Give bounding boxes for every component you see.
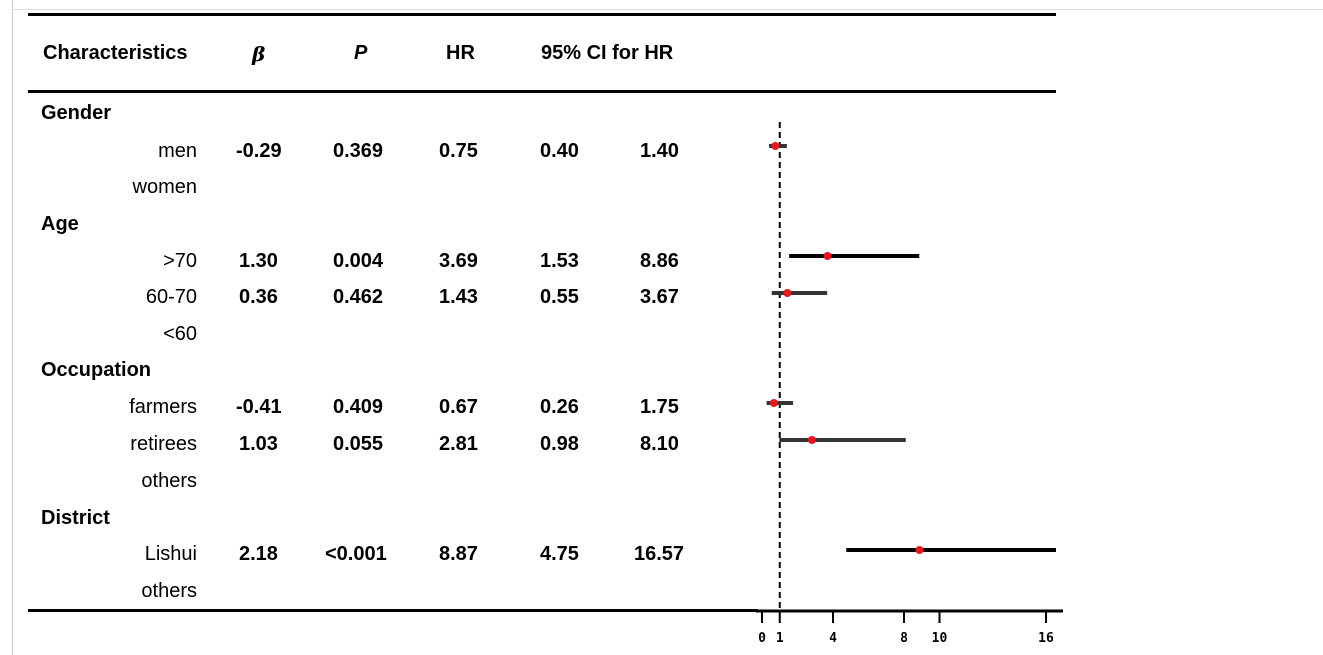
- hr-point: [915, 546, 924, 554]
- cell-p: 0.369: [333, 140, 384, 162]
- hr-point: [783, 289, 792, 297]
- cell-hr: 0.75: [439, 140, 478, 162]
- row-label: <60: [163, 323, 197, 345]
- row-label: retirees: [130, 433, 197, 455]
- cell-p: 0.462: [333, 286, 384, 308]
- cell-p: 0.004: [333, 250, 384, 272]
- cell-ci-low: 4.75: [540, 543, 579, 565]
- row-label: men: [158, 140, 197, 162]
- table-top-rule: [28, 13, 1056, 16]
- cell-p: <0.001: [325, 543, 387, 565]
- cell-beta: 1.30: [239, 250, 278, 272]
- x-tick-label: 0: [758, 631, 766, 646]
- hr-point: [769, 399, 778, 407]
- group-age: Age: [41, 213, 79, 235]
- cell-beta: -0.41: [236, 396, 282, 418]
- hr-point: [771, 142, 780, 150]
- header-characteristics: Characteristics: [43, 42, 188, 64]
- frame-left-border: [12, 0, 13, 655]
- header-ci: 95% CI for HR: [541, 42, 674, 64]
- group-occupation: Occupation: [41, 359, 152, 381]
- header-beta: β: [252, 42, 266, 66]
- row-label: farmers: [129, 396, 197, 418]
- cell-ci-high: 1.75: [640, 396, 679, 418]
- header-p: P: [354, 42, 368, 64]
- cell-beta: 0.36: [239, 286, 278, 308]
- cell-ci-low: 1.53: [540, 250, 579, 272]
- cell-p: 0.055: [333, 433, 384, 455]
- cell-hr: 1.43: [439, 286, 478, 308]
- hr-point: [823, 252, 832, 260]
- cell-p: 0.409: [333, 396, 384, 418]
- cell-ci-high: 8.86: [640, 250, 679, 272]
- header-hr: HR: [446, 42, 475, 64]
- cell-beta: 1.03: [239, 433, 278, 455]
- cell-hr: 3.69: [439, 250, 478, 272]
- cell-beta: 2.18: [239, 543, 278, 565]
- cell-hr: 2.81: [439, 433, 478, 455]
- cell-beta: -0.29: [236, 140, 282, 162]
- x-tick-label: 1: [776, 631, 784, 646]
- table-bottom-rule: [28, 609, 758, 612]
- row-label: 60-70: [145, 286, 197, 308]
- frame-top-border: [12, 9, 1323, 10]
- hr-point: [807, 436, 816, 444]
- x-tick-label: 10: [932, 631, 948, 646]
- cell-ci-low: 0.55: [540, 286, 579, 308]
- row-label: women: [132, 176, 197, 198]
- header-rule: [28, 90, 1056, 93]
- cell-ci-high: 1.40: [640, 140, 679, 162]
- x-tick-label: 4: [829, 631, 837, 646]
- row-label: >70: [163, 250, 197, 272]
- cell-hr: 8.87: [439, 543, 478, 565]
- row-label: others: [141, 580, 197, 602]
- cell-hr: 0.67: [439, 396, 478, 418]
- x-tick-label: 16: [1038, 631, 1054, 646]
- cell-ci-low: 0.98: [540, 433, 579, 455]
- group-gender: Gender: [41, 102, 112, 124]
- cell-ci-high: 3.67: [640, 286, 679, 308]
- group-district: District: [41, 507, 110, 529]
- cell-ci-high: 8.10: [640, 433, 679, 455]
- cell-ci-high: 16.57: [634, 543, 685, 565]
- cell-ci-low: 0.40: [540, 140, 579, 162]
- row-label: Lishui: [144, 543, 197, 565]
- cell-ci-low: 0.26: [540, 396, 579, 418]
- x-tick-label: 8: [900, 631, 908, 646]
- row-label: others: [141, 470, 197, 492]
